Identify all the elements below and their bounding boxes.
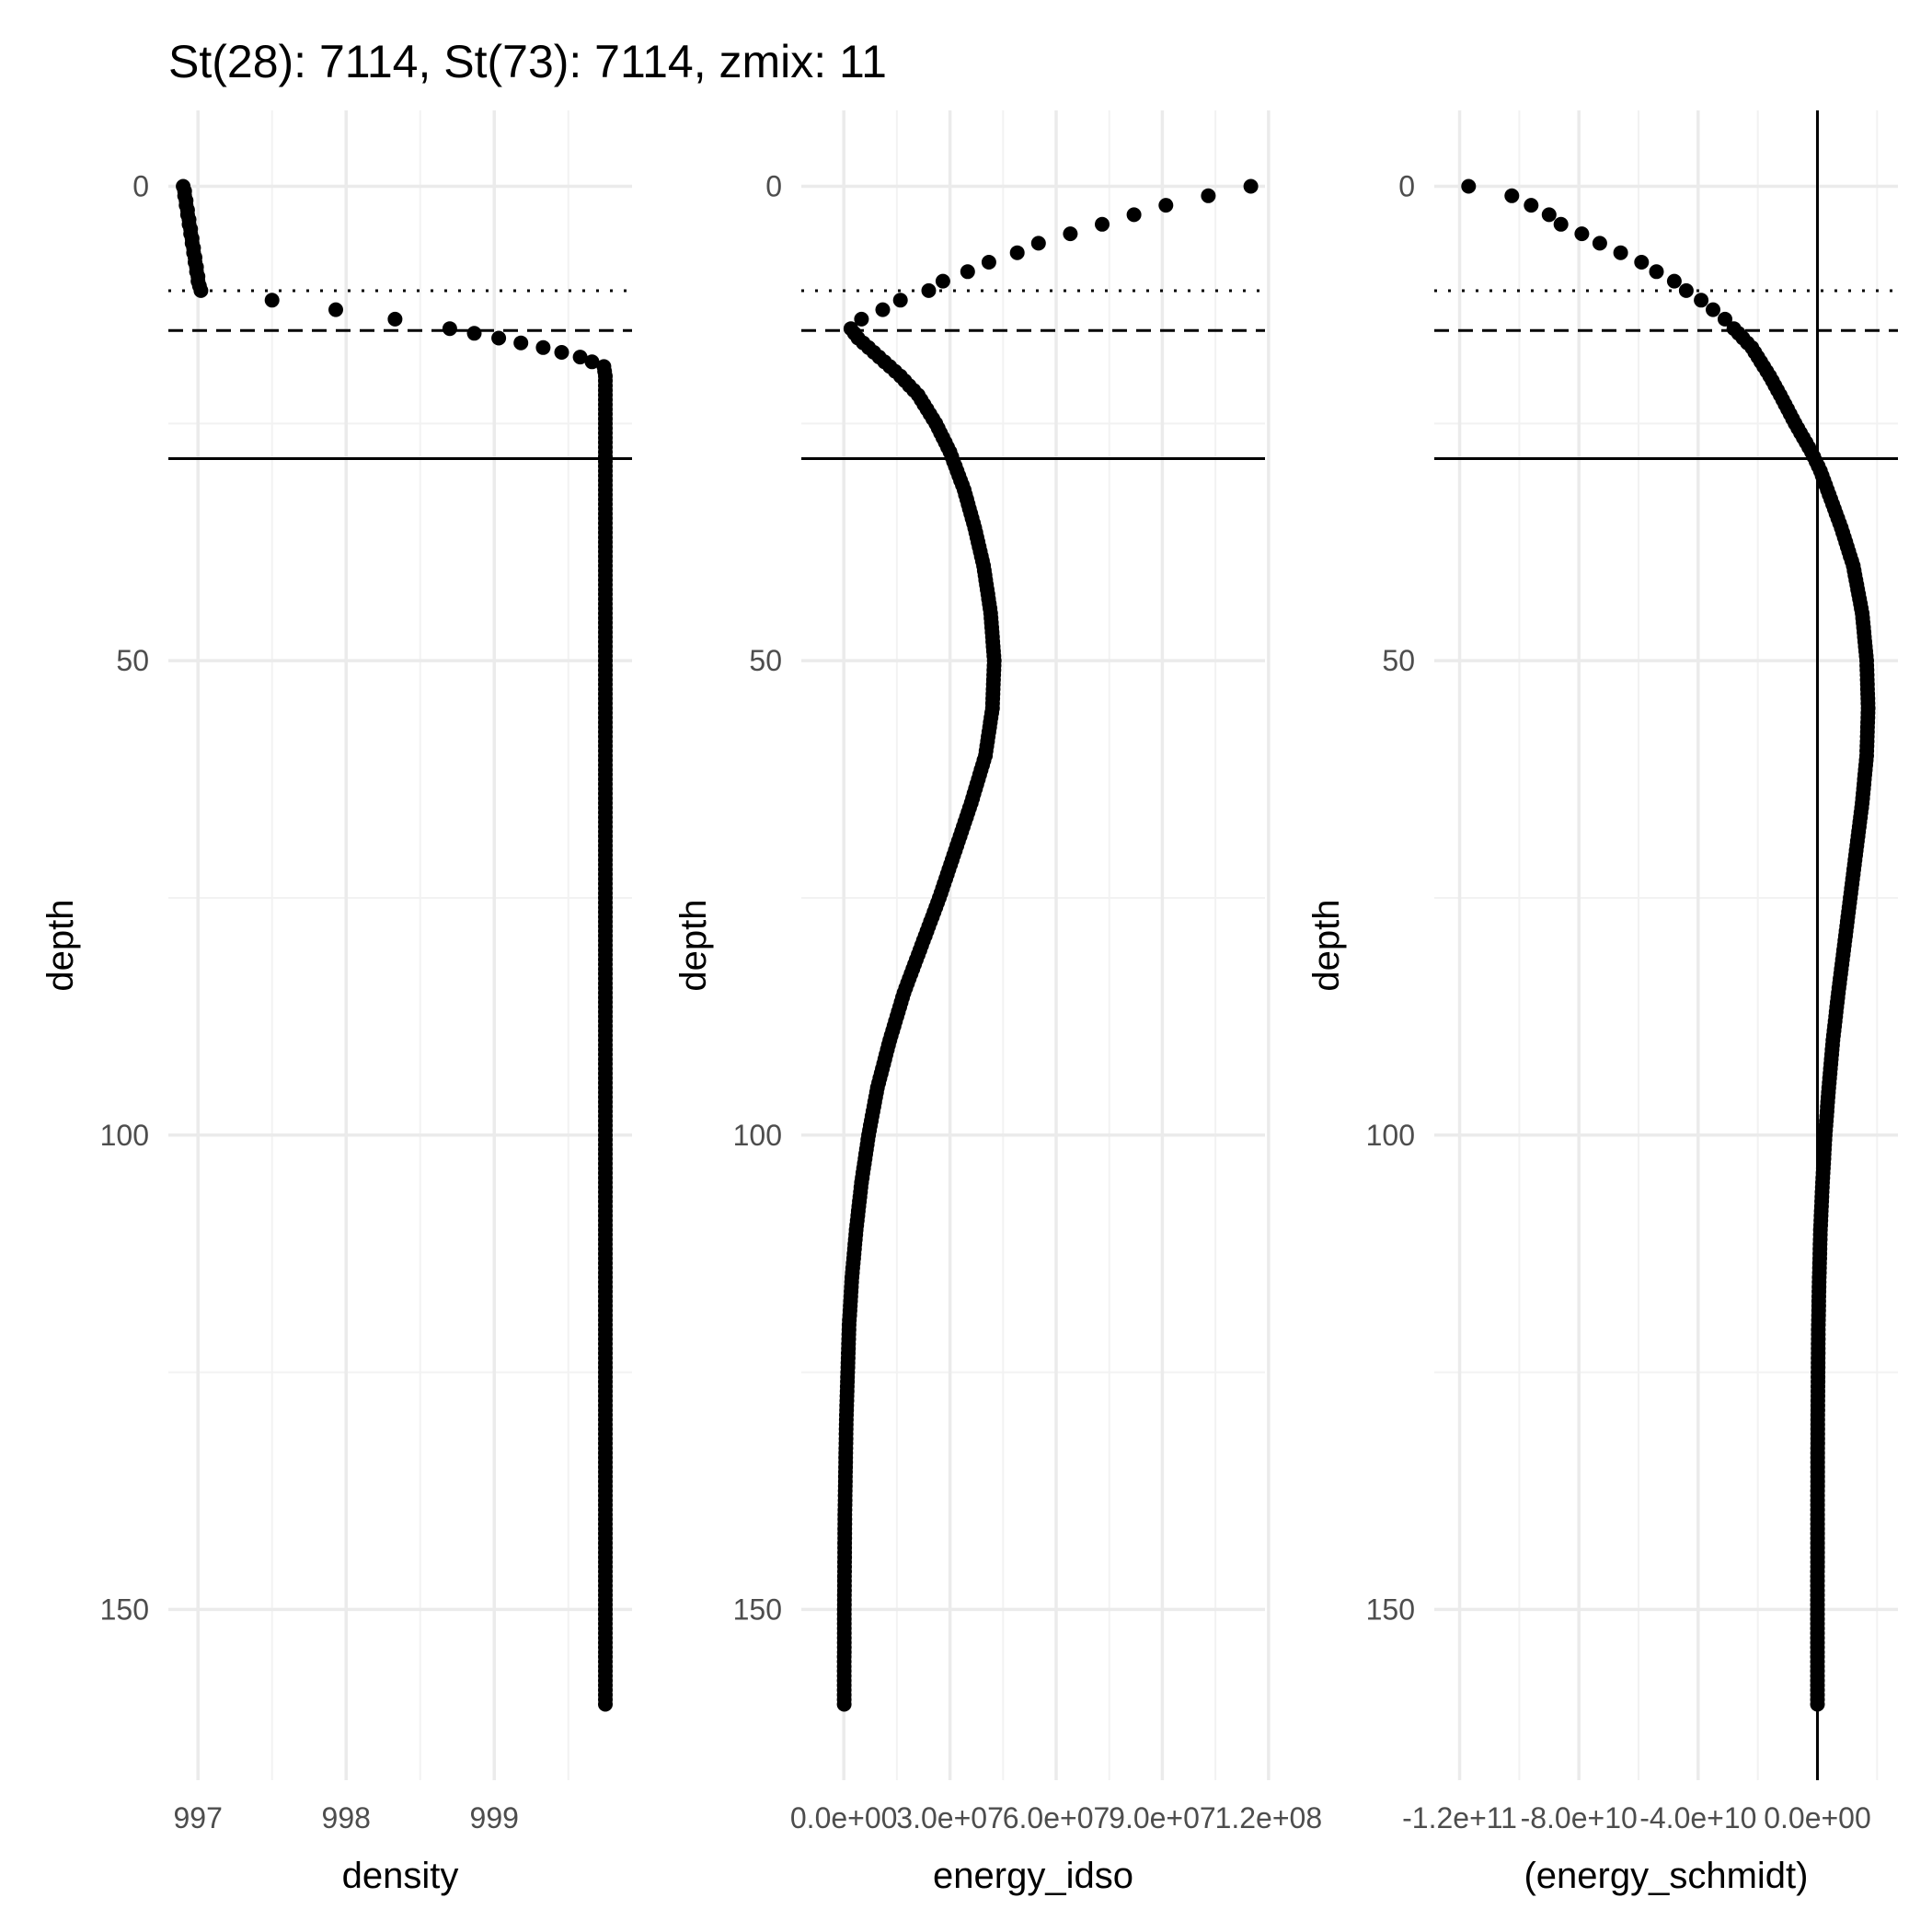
x-tick-label: 3.0e+07: [896, 1801, 1004, 1834]
panel-energy-idso-grid: [801, 110, 1271, 1780]
data-point: [491, 330, 507, 346]
panel-energy-schmidt-grid: [1434, 110, 1898, 1780]
data-point: [854, 311, 869, 327]
data-point: [1634, 255, 1650, 270]
x-tick-label: 997: [174, 1801, 223, 1834]
y-tick-label: 0: [132, 170, 149, 203]
panel-energy-idso-reference-lines: [801, 289, 1265, 460]
panel-density: 997 998 999 0 50 100 150 density depth: [40, 110, 632, 1896]
data-point: [1678, 282, 1694, 298]
data-point: [1126, 207, 1142, 223]
panel-energy-schmidt-reference-lines: [1434, 110, 1898, 1780]
data-point: [921, 282, 937, 298]
data-point: [935, 273, 950, 289]
y-tick-label: 0: [765, 170, 782, 203]
data-point: [1574, 226, 1590, 242]
x-tick-label: 998: [322, 1801, 371, 1834]
panel-energy-schmidt-points: [1461, 178, 1876, 1712]
panel-density-y-axis-title: depth: [40, 899, 81, 991]
data-point: [1694, 293, 1709, 308]
data-point: [1009, 245, 1025, 260]
data-point: [584, 354, 600, 370]
data-point: [1649, 264, 1664, 280]
panel-energy-idso-x-axis-title: energy_idso: [933, 1856, 1133, 1896]
data-point: [535, 339, 551, 355]
data-point: [1706, 302, 1720, 317]
panel-energy-schmidt-y-ticks: 0 50 100 150: [1366, 170, 1415, 1627]
x-tick-label: 1.2e+08: [1215, 1801, 1323, 1834]
data-point: [1063, 226, 1078, 242]
y-tick-label: 100: [100, 1119, 149, 1152]
panel-energy-schmidt: -1.2e+11 -8.0e+10 -4.0e+10 0.0e+00 0 50 100 15…: [1306, 110, 1898, 1896]
y-tick-label: 150: [1366, 1593, 1415, 1626]
data-point: [1095, 216, 1110, 232]
data-point: [1541, 207, 1557, 223]
data-point: [554, 345, 569, 360]
panel-density-x-ticks: 997 998 999: [174, 1801, 519, 1834]
panel-energy-idso-y-axis-title: depth: [673, 899, 714, 991]
y-tick-label: 50: [1382, 644, 1415, 677]
x-tick-label: 0.0e+00: [1764, 1801, 1871, 1834]
data-point: [598, 1696, 613, 1712]
panel-density-reference-lines: [168, 289, 632, 460]
data-point: [1243, 178, 1259, 194]
panel-energy-idso-x-ticks: 0.0e+003.0e+076.0e+079.0e+071.2e+08: [790, 1801, 1322, 1834]
data-point: [264, 293, 280, 308]
panel-energy-idso: 0.0e+003.0e+076.0e+079.0e+071.2e+08 0 50 1…: [673, 110, 1322, 1896]
data-point: [1666, 273, 1682, 289]
data-point: [1461, 178, 1477, 194]
data-point: [466, 326, 482, 341]
y-tick-label: 50: [749, 644, 782, 677]
x-tick-label: 0.0e+00: [790, 1801, 898, 1834]
data-point: [875, 302, 891, 317]
y-tick-label: 150: [733, 1593, 782, 1626]
panel-energy-idso-points: [836, 178, 1259, 1712]
data-point: [981, 255, 996, 270]
data-point: [1524, 198, 1539, 213]
data-point: [1810, 1696, 1825, 1712]
data-point: [387, 311, 403, 327]
data-point: [513, 335, 529, 351]
panel-density-grid: [168, 110, 632, 1780]
panel-energy-idso-y-ticks: 0 50 100 150: [733, 170, 782, 1627]
data-point: [1613, 245, 1628, 260]
panel-energy-schmidt-y-axis-title: depth: [1306, 899, 1347, 991]
data-point: [1504, 188, 1520, 203]
x-tick-label: -4.0e+10: [1639, 1801, 1756, 1834]
data-point: [892, 293, 908, 308]
data-point: [960, 264, 975, 280]
data-point: [1718, 311, 1732, 327]
y-tick-label: 150: [100, 1593, 149, 1626]
y-tick-label: 50: [116, 644, 149, 677]
panel-density-points: [176, 178, 613, 1712]
panel-density-y-ticks: 0 50 100 150: [100, 170, 149, 1627]
x-tick-label: 6.0e+07: [1003, 1801, 1110, 1834]
panel-density-x-axis-title: density: [342, 1856, 459, 1896]
data-point: [836, 1696, 852, 1712]
x-tick-label: -1.2e+11: [1402, 1801, 1517, 1834]
data-point: [1592, 236, 1607, 251]
panel-energy-schmidt-x-ticks: -1.2e+11 -8.0e+10 -4.0e+10 0.0e+00: [1402, 1801, 1871, 1834]
data-point: [442, 321, 457, 337]
y-tick-label: 100: [733, 1119, 782, 1152]
x-tick-label: -8.0e+10: [1521, 1801, 1638, 1834]
x-tick-label: 999: [470, 1801, 519, 1834]
panel-energy-schmidt-x-axis-title: (energy_schmidt): [1524, 1856, 1808, 1896]
y-tick-label: 0: [1398, 170, 1415, 203]
data-point: [1030, 236, 1046, 251]
x-tick-label: 9.0e+07: [1109, 1801, 1216, 1834]
data-point: [1158, 198, 1174, 213]
y-tick-label: 100: [1366, 1119, 1415, 1152]
data-point: [1201, 188, 1216, 203]
data-point: [328, 302, 343, 317]
data-point: [572, 350, 588, 365]
data-point: [1553, 216, 1569, 232]
chart-title: St(28): 7114, St(73): 7114, zmix: 11: [168, 36, 887, 87]
data-point: [193, 282, 209, 298]
